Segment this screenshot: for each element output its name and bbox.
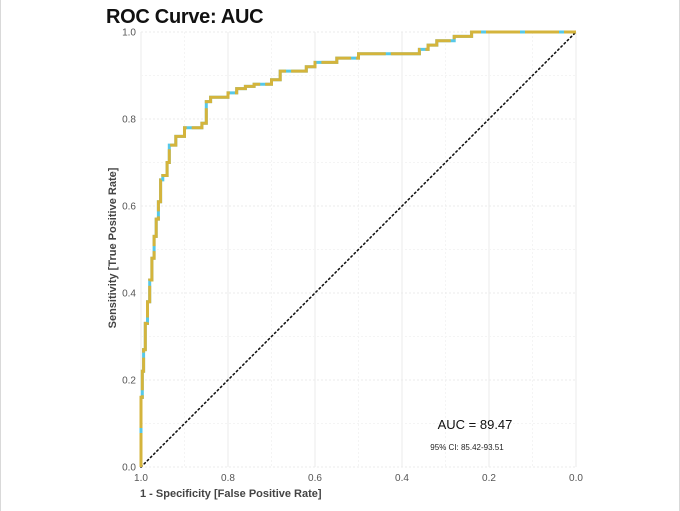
x-tick-label: 1.0 [134,473,148,484]
x-tick-label: 0.8 [221,473,235,484]
left-frame-line [0,0,1,511]
x-tick-label: 0.2 [482,473,496,484]
x-axis-label: 1 - Specificity [False Positive Rate] [140,488,322,500]
reference-diagonal [140,31,577,468]
x-axis-ticks: 1.0 0.8 0.6 0.4 0.2 0.0 [134,473,583,484]
y-tick-label: 0.8 [122,115,136,126]
y-axis-label: Sensitivity [True Positive Rate] [107,167,119,328]
y-axis-ticks: 0.0 0.2 0.4 0.6 0.8 1.0 [122,28,136,474]
chart-title: ROC Curve: AUC [106,6,264,28]
y-tick-label: 0.2 [122,376,136,387]
y-tick-label: 0.0 [122,463,136,474]
ci-annotation: 95% CI: 85.42-93.51 [430,443,504,452]
roc-curve [139,30,576,467]
y-tick-label: 0.4 [122,289,136,300]
x-tick-label: 0.4 [395,473,409,484]
x-tick-label: 0.6 [308,473,322,484]
auc-annotation: AUC = 89.47 [438,417,513,432]
y-tick-label: 0.6 [122,202,136,213]
roc-curve-line [139,30,576,467]
y-tick-label: 1.0 [122,28,136,39]
x-tick-label: 0.0 [569,473,583,484]
reference-line [140,31,577,468]
